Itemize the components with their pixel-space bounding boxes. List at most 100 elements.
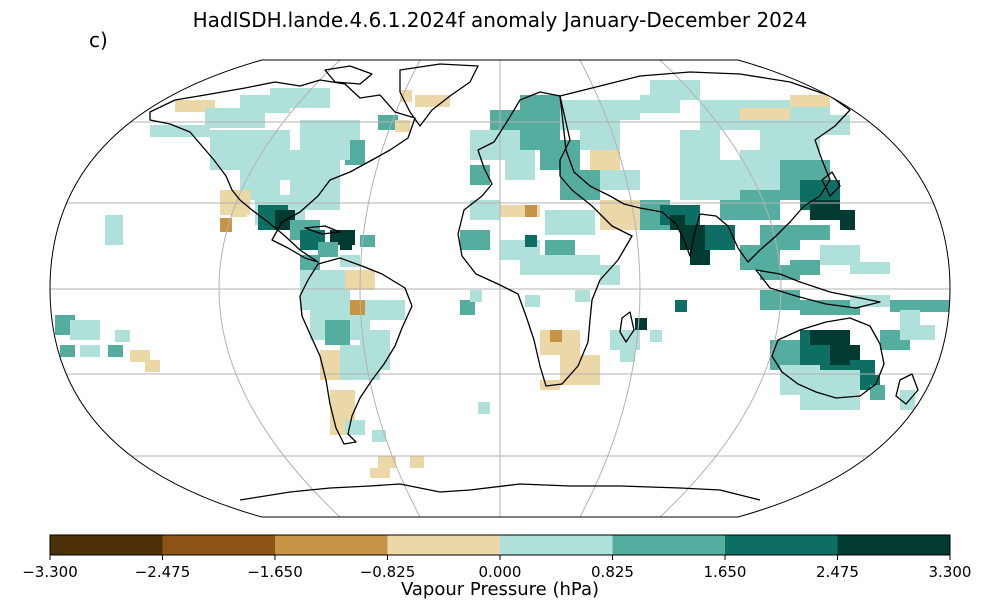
anomaly-cell (115, 330, 130, 342)
anomaly-cell (395, 120, 410, 132)
anomaly-cell (320, 350, 340, 380)
meridian-line (659, 60, 782, 517)
anomaly-cell (675, 300, 687, 312)
arctic-islands-coast (324, 65, 373, 85)
anomaly-cell (590, 150, 620, 170)
anomaly-cell (800, 390, 860, 410)
anomaly-cell (70, 320, 100, 340)
colorbar-segment (275, 535, 388, 555)
anomaly-cell (920, 300, 950, 312)
japan-coast (821, 171, 841, 197)
anomaly-cell (650, 330, 662, 342)
graticule (50, 60, 950, 517)
meridian-line (218, 60, 341, 517)
anomaly-cell (80, 345, 100, 357)
anomaly-cell (800, 225, 830, 240)
anomaly-cell (790, 260, 820, 275)
anomaly-cell (850, 262, 890, 274)
anomaly-cell (365, 300, 405, 320)
colorbar-segment (50, 535, 163, 555)
colorbar-tick-label: −2.475 (135, 563, 191, 581)
meridian-line (359, 60, 421, 517)
indonesia-coast (755, 269, 881, 309)
anomaly-cell (525, 205, 537, 217)
asia-coast (559, 71, 851, 263)
colorbar-segment (387, 535, 501, 555)
colorbar-segment (837, 535, 951, 555)
panel-label: c) (89, 28, 108, 52)
anomaly-cell (635, 318, 647, 330)
madagascar-coast (619, 311, 635, 343)
anomaly-cell (600, 170, 640, 190)
anomaly-cell (378, 456, 396, 468)
anomaly-cell (800, 300, 860, 315)
anomaly-cell (790, 95, 830, 107)
anomaly-cell (600, 265, 620, 285)
cuba-coast (304, 225, 341, 235)
figure-title: HadISDH.lande.4.6.1.2024f anomaly Januar… (192, 8, 808, 32)
anomaly-cell (460, 230, 490, 250)
anomaly-cell (650, 80, 700, 100)
australia-coast (771, 317, 885, 399)
anomaly-cell (545, 210, 595, 235)
anomaly-cell (370, 468, 390, 478)
anomaly-cell (740, 108, 790, 120)
anomaly-cell (810, 330, 850, 345)
colorbar-tick-label: 2.475 (816, 563, 859, 581)
anomaly-cell (505, 150, 535, 180)
colorbar-segments (50, 535, 951, 555)
anomaly-cell (680, 160, 740, 200)
meridian-line (579, 60, 641, 517)
anomaly-cell (680, 130, 720, 160)
colorbar-tick-label: 1.650 (704, 563, 747, 581)
anomaly-grid-cells (55, 80, 950, 478)
greenland-coast (399, 63, 479, 127)
colorbar-tick-label: −1.650 (247, 563, 303, 581)
colorbar-label: Vapour Pressure (hPa) (401, 579, 599, 600)
colorbar-segment (725, 535, 838, 555)
anomaly-cell (820, 245, 860, 265)
anomaly-cell (920, 325, 935, 340)
colorbar-ticks: −3.300 −2.475 −1.650 −0.825 0.000 0.825 1.650 2… (22, 555, 971, 581)
anomaly-cell (360, 235, 375, 247)
anomaly-cell (60, 345, 75, 357)
colorbar-tick-label: 0.000 (479, 563, 522, 581)
anomaly-cell (410, 456, 424, 468)
anomaly-cell (525, 295, 540, 307)
colorbar: −3.300 −2.475 −1.650 −0.825 0.000 0.825 1.650 2… (22, 534, 971, 600)
anomaly-cell (478, 402, 490, 414)
anomaly-cell (890, 300, 920, 312)
anomaly-cell (560, 170, 600, 200)
anomaly-cell (705, 225, 735, 250)
anomaly-cell (580, 130, 620, 150)
anomaly-cell (520, 255, 560, 275)
new-zealand-coast (895, 373, 919, 405)
anomaly-cell (460, 300, 475, 315)
anomaly-cell (150, 125, 210, 137)
anomaly-cell (372, 430, 386, 442)
anomaly-cell (270, 88, 330, 108)
anomaly-cell (840, 210, 855, 230)
anomaly-cell (525, 235, 537, 247)
colorbar-segment (162, 535, 276, 555)
anomaly-cell (600, 100, 640, 120)
anomaly-cell (470, 200, 500, 220)
anomaly-cell (415, 95, 450, 107)
anomaly-cell (560, 255, 600, 275)
anomaly-cell (620, 350, 635, 362)
anomaly-cell (560, 355, 600, 385)
anomaly-cell (105, 215, 123, 245)
anomaly-cell (810, 200, 840, 220)
anomaly-cell (870, 385, 885, 400)
anomaly-cell (760, 290, 800, 310)
anomaly-cell (320, 135, 350, 160)
colorbar-tick-label: 3.300 (929, 563, 972, 581)
anomaly-cell (145, 360, 160, 372)
coastlines (149, 63, 919, 501)
anomaly-cell (340, 238, 352, 250)
colorbar-segment (500, 535, 613, 555)
map-boundary (49, 59, 951, 518)
anomaly-cell (325, 320, 350, 345)
